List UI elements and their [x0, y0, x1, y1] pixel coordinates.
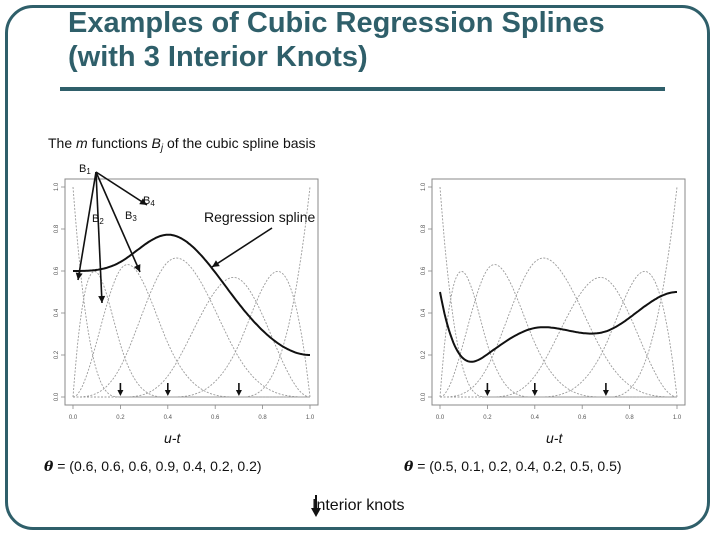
x-tick-label: 0.2 — [116, 415, 125, 421]
x-tick-label: 0.4 — [164, 415, 173, 421]
y-tick-label: 0.2 — [421, 350, 427, 359]
title-underline — [60, 87, 665, 91]
regression-arrow-head — [212, 260, 220, 267]
basis-curve — [73, 276, 311, 398]
knot-arrow-head — [531, 390, 538, 396]
basis-curve — [439, 264, 677, 398]
title-line-2: (with 3 Interior Knots) — [68, 41, 368, 73]
y-tick-label: 0.6 — [54, 266, 60, 275]
y-tick-label: 0.4 — [421, 308, 427, 317]
plot-frame — [431, 178, 686, 406]
y-tick-label: 0.8 — [54, 224, 60, 233]
basis-curve — [73, 257, 310, 398]
x-tick-label: 0.8 — [625, 415, 634, 421]
x-tick-label: 0.4 — [531, 415, 540, 421]
basis-curve — [72, 186, 310, 398]
b3-arrow-head — [133, 264, 141, 272]
y-tick-label: 0.0 — [421, 392, 427, 401]
basis-curve — [72, 271, 310, 398]
b1-arrow-head — [75, 272, 83, 280]
title-line-1: Examples of Cubic Regression Splines — [68, 7, 605, 39]
x-tick-label: 0.6 — [578, 415, 587, 421]
regression-spline-label: Regression spline — [204, 209, 316, 225]
basis-curve — [73, 270, 311, 398]
b2-arrow-head — [98, 295, 106, 303]
legend-arrow-head — [311, 508, 321, 517]
b3-arrow — [95, 171, 141, 273]
basis-curve — [440, 276, 678, 398]
basis-curve — [440, 270, 678, 398]
basis-curve — [440, 257, 677, 398]
b2-label: B2 — [92, 213, 104, 226]
knot-arrow-head — [164, 390, 171, 396]
y-tick-label: 0.6 — [421, 266, 427, 275]
b4-arrow — [95, 171, 148, 206]
basis-curve — [73, 186, 311, 398]
slide-title: Examples of Cubic Regression Splines (wi… — [68, 6, 605, 74]
y-tick-label: 0.2 — [54, 350, 60, 359]
basis-curve — [439, 186, 677, 398]
y-tick-label: 1.0 — [54, 182, 60, 191]
b1-arrow — [77, 171, 97, 281]
x-tick-label: 0.8 — [258, 415, 267, 421]
plot-frame — [64, 178, 319, 406]
y-tick-label: 0.4 — [54, 308, 60, 317]
basis-curve — [72, 264, 310, 398]
right-xlabel: u-t — [546, 430, 563, 446]
theta-left: θ = (0.6, 0.6, 0.6, 0.9, 0.4, 0.2, 0.2) — [44, 458, 262, 475]
b4-arrow-head — [139, 198, 147, 205]
x-tick-label: 1.0 — [306, 415, 315, 421]
knot-arrow-head — [484, 390, 491, 396]
b3-label: B3 — [125, 210, 137, 223]
b1-label: B1 — [79, 163, 91, 176]
x-tick-label: 0.2 — [483, 415, 492, 421]
basis-curve — [440, 186, 678, 398]
y-tick-label: 1.0 — [421, 182, 427, 191]
b4-label: B4 — [143, 195, 155, 208]
x-tick-label: 0.0 — [436, 415, 445, 421]
y-tick-label: 0.8 — [421, 224, 427, 233]
left-xlabel: u-t — [164, 430, 181, 446]
basis-curve — [439, 271, 677, 398]
knot-arrow-head — [602, 390, 609, 396]
regression-arrow — [211, 227, 273, 268]
x-tick-label: 1.0 — [673, 415, 682, 421]
regression-spline-curve — [439, 291, 677, 363]
knot-arrow-head — [235, 390, 242, 396]
x-tick-label: 0.6 — [211, 415, 220, 421]
basis-caption: The m functions Bj of the cubic spline b… — [48, 135, 316, 154]
slide-frame — [5, 5, 710, 530]
interior-knots-legend: Interior knots — [312, 497, 405, 514]
knot-arrow-head — [117, 390, 124, 396]
theta-right: θ = (0.5, 0.1, 0.2, 0.4, 0.2, 0.5, 0.5) — [404, 458, 622, 475]
x-tick-label: 0.0 — [69, 415, 78, 421]
y-tick-label: 0.0 — [54, 392, 60, 401]
b2-arrow — [95, 171, 103, 304]
regression-spline-curve — [73, 233, 310, 356]
